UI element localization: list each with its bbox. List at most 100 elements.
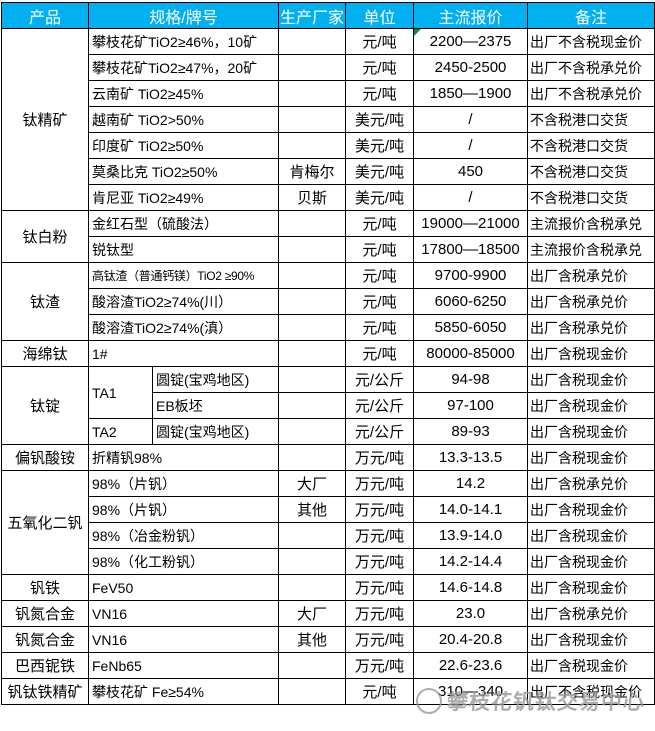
- table-row: 98%（化工粉钒） 万元/吨 14.2-14.4 出厂含税现金价: [2, 548, 655, 575]
- header-note: 备注: [527, 2, 655, 29]
- note-cell: 出厂含税承兑价: [527, 288, 655, 315]
- manufacturer-cell: [278, 132, 347, 159]
- table-row: 莫桑比克 TiO2≥50% 肯梅尔 美元/吨 450 不含税港口交货: [2, 158, 655, 185]
- spec-cell: 高钛渣（普通钙镁）TiO2 ≥90%: [87, 262, 280, 289]
- table-row: 钛精矿 攀枝花矿TiO2≥46%，10矿 元/吨 2200—2375 出厂不含税…: [1, 28, 655, 211]
- unit-cell: 万元/吨: [345, 496, 415, 523]
- note-cell: 出厂含税承兑价: [527, 470, 655, 497]
- price-cell: 310—340: [413, 678, 529, 705]
- unit-cell: 万元/吨: [345, 444, 415, 471]
- table-row: 五氧化二钒 98%（片钒） 大厂 万元/吨 14.2 出厂含税承兑价: [1, 470, 655, 575]
- unit-cell: 美元/吨: [345, 106, 415, 133]
- table-row: 偏钒酸铵 折精钒98% 万元/吨 13.3-13.5 出厂含税现金价: [1, 444, 655, 471]
- spec-cell: FeNb65: [87, 652, 280, 679]
- price-cell: 13.9-14.0: [413, 522, 529, 549]
- note-cell: 出厂含税承兑价: [527, 262, 655, 289]
- product-cell: 偏钒酸铵: [1, 444, 89, 471]
- manufacturer-cell: [278, 652, 347, 679]
- manufacturer-cell: [278, 314, 347, 341]
- product-cell: 钛渣: [1, 262, 89, 341]
- manufacturer-cell: [278, 288, 347, 315]
- table-row: 酸溶渣TiO2≥74%(川） 元/吨 6060-6250 出厂含税承兑价: [2, 288, 655, 315]
- note-cell: 出厂不含税现金价: [527, 678, 655, 705]
- unit-cell: 元/公斤: [345, 392, 415, 419]
- note-cell: 主流报价含税承兑: [527, 236, 655, 263]
- header-spec: 规格/牌号: [87, 2, 280, 29]
- table-row: 酸溶渣TiO2≥74%(滇） 元/吨 5850-6050 出厂含税承兑价: [2, 314, 655, 341]
- manufacturer-cell: [278, 366, 347, 393]
- price-cell: 2450-2500: [413, 54, 529, 81]
- spec-cell: VN16: [87, 600, 280, 627]
- price-cell: /: [413, 106, 529, 133]
- spec-cell: FeV50: [87, 574, 280, 601]
- price-cell: 97-100: [413, 392, 529, 419]
- unit-cell: 美元/吨: [345, 184, 415, 211]
- unit-cell: 元/吨: [345, 28, 415, 55]
- spec-sub-cell: 圆锭(宝鸡地区): [151, 418, 280, 445]
- table-row: 钒氮合金 VN16 大厂 万元/吨 23.0 出厂含税承兑价: [1, 600, 655, 627]
- manufacturer-cell: [278, 548, 347, 575]
- manufacturer-cell: [278, 106, 347, 133]
- table-row: 98%（冶金粉钒） 万元/吨 13.9-14.0 出厂含税现金价: [2, 522, 655, 549]
- note-cell: 出厂含税现金价: [527, 496, 655, 523]
- price-cell: 5850-6050: [413, 314, 529, 341]
- note-cell: 不含税港口交货: [527, 132, 655, 159]
- spec-grade-cell: TA1: [88, 366, 153, 419]
- spec-cell: 1#: [87, 340, 280, 367]
- unit-cell: 元/吨: [345, 288, 415, 315]
- spec-cell: 金红石型（硫酸法）: [87, 210, 280, 237]
- spec-cell: 越南矿 TiO2>50%: [87, 106, 280, 133]
- manufacturer-cell: 大厂: [278, 600, 347, 627]
- unit-cell: 万元/吨: [345, 626, 415, 653]
- header-row: 产品 规格/牌号 生产厂家 单位 主流报价 备注: [1, 2, 655, 29]
- price-cell: /: [413, 132, 529, 159]
- price-cell: 22.6-23.6: [413, 652, 529, 679]
- product-cell: 五氧化二钒: [1, 470, 89, 575]
- price-cell: 14.2-14.4: [413, 548, 529, 575]
- note-cell: 出厂含税现金价: [527, 626, 655, 653]
- table-row: 云南矿 TiO2≥45% 元/吨 1850—1900 出厂不含税承兑价: [2, 80, 655, 107]
- spec-cell: 98%（化工粉钒）: [87, 548, 280, 575]
- table-row: 钒钛铁精矿 攀枝花矿 Fe≥54% 元/吨 310—340 出厂不含税现金价: [1, 678, 655, 705]
- price-cell: 13.3-13.5: [413, 444, 529, 471]
- table-row: 锐钛型 元/吨 17800—18500 主流报价含税承兑: [2, 236, 655, 263]
- manufacturer-cell: [278, 392, 347, 419]
- unit-cell: 万元/吨: [345, 470, 415, 497]
- unit-cell: 元/公斤: [345, 418, 415, 445]
- price-cell: 19000—21000: [413, 210, 529, 237]
- table-row: 钒铁 FeV50 万元/吨 14.6-14.8 出厂含税现金价: [1, 574, 655, 601]
- price-cell: 14.0-14.1: [413, 496, 529, 523]
- note-cell: 出厂不含税现金价: [527, 28, 655, 55]
- manufacturer-cell: [278, 28, 347, 55]
- product-cell: 钒氮合金: [1, 626, 89, 653]
- price-cell: 17800—18500: [413, 236, 529, 263]
- price-cell: 6060-6250: [413, 288, 529, 315]
- price-cell: 80000-85000: [413, 340, 529, 367]
- price-value: 2200—2375: [429, 33, 512, 50]
- spec-sub-cell: EB板坯: [151, 392, 280, 419]
- manufacturer-cell: [278, 678, 347, 705]
- note-cell: 出厂含税现金价: [527, 652, 655, 679]
- note-cell: 出厂含税现金价: [527, 522, 655, 549]
- spec-cell: 莫桑比克 TiO2≥50%: [87, 158, 280, 185]
- table-row: TA2 圆锭(宝鸡地区) 元/公斤 89-93 出厂含税现金价: [2, 418, 655, 445]
- manufacturer-cell: [278, 522, 347, 549]
- manufacturer-cell: [278, 210, 347, 237]
- table-row: 钛渣 高钛渣（普通钙镁）TiO2 ≥90% 元/吨 9700-9900 出厂含税…: [1, 262, 655, 341]
- note-cell: 不含税港口交货: [527, 184, 655, 211]
- manufacturer-cell: 大厂: [278, 470, 347, 497]
- spec-cell: 98%（冶金粉钒）: [87, 522, 280, 549]
- unit-cell: 元/吨: [345, 678, 415, 705]
- note-cell: 出厂含税现金价: [527, 444, 655, 471]
- note-cell: 出厂含税现金价: [527, 366, 655, 393]
- spec-sub-cell: 圆锭(宝鸡地区): [151, 366, 280, 393]
- spec-cell: 酸溶渣TiO2≥74%(滇）: [87, 314, 280, 341]
- product-cell: 钛锭: [1, 366, 89, 445]
- product-cell: 钛精矿: [1, 28, 89, 211]
- spec-cell: 98%（片钒）: [87, 470, 280, 497]
- manufacturer-cell: 肯梅尔: [278, 158, 347, 185]
- unit-cell: 元/吨: [345, 54, 415, 81]
- product-cell: 巴西铌铁: [1, 652, 89, 679]
- table-row: 海绵钛 1# 元/吨 80000-85000 出厂含税现金价: [1, 340, 655, 367]
